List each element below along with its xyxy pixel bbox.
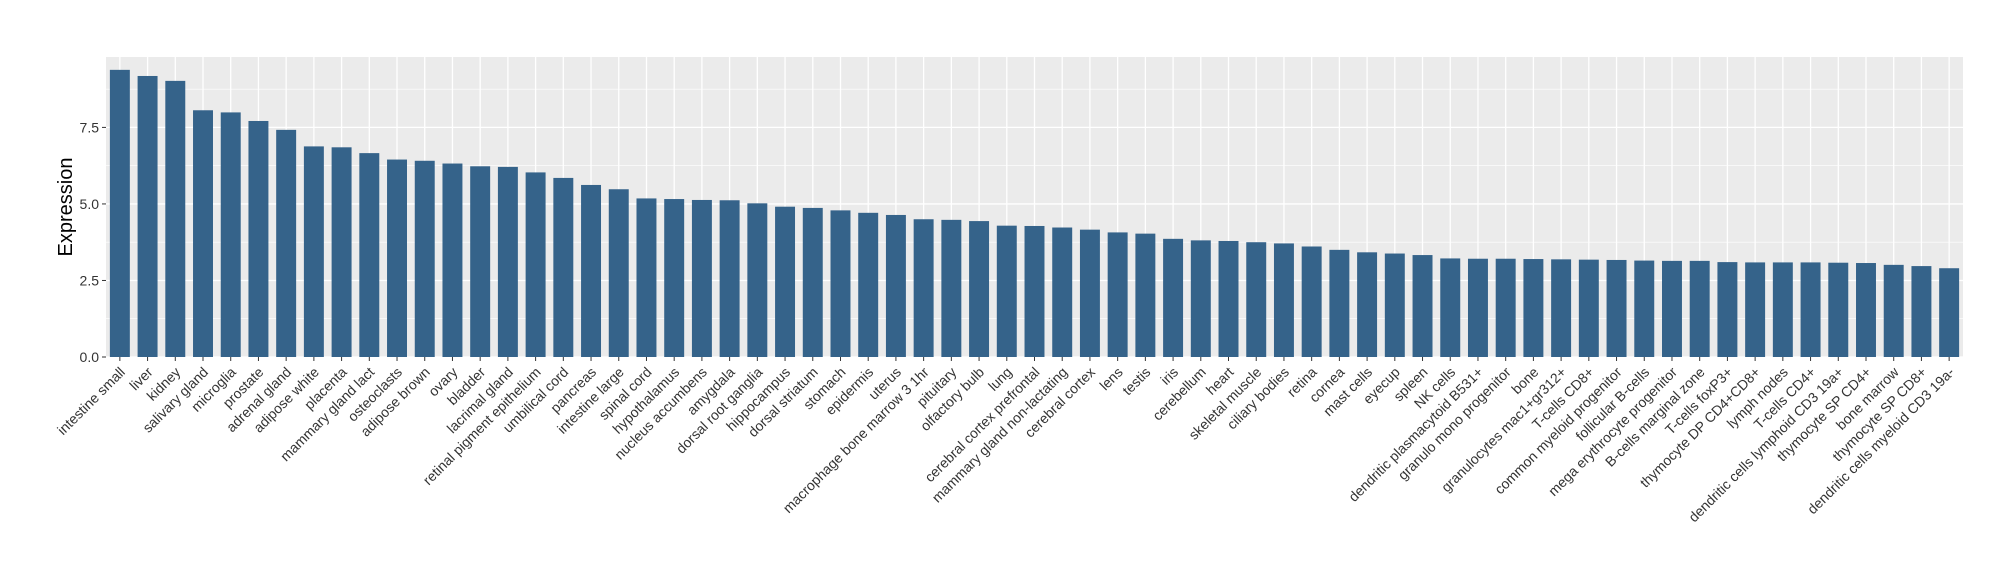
x-tick-label: intestine small	[54, 364, 128, 438]
bar	[220, 112, 241, 357]
bar	[553, 177, 574, 357]
bar	[1052, 227, 1073, 357]
bar	[1107, 232, 1128, 357]
bar	[1745, 262, 1766, 357]
bar	[1606, 259, 1627, 357]
bar	[1467, 258, 1488, 357]
bar	[969, 221, 990, 357]
bar	[442, 163, 463, 357]
bars	[109, 69, 1960, 358]
bar	[775, 206, 796, 357]
bar	[1911, 266, 1932, 357]
bar	[525, 172, 546, 357]
y-tick-label: 5.0	[80, 196, 100, 212]
bar	[941, 219, 962, 357]
bar	[137, 75, 158, 358]
bar	[1828, 262, 1849, 357]
bar	[1523, 259, 1544, 357]
bar	[1163, 238, 1184, 357]
bar	[1357, 252, 1378, 357]
bar	[414, 160, 435, 357]
bar	[1412, 255, 1433, 357]
bar	[1551, 259, 1572, 357]
y-axis-title: Expression	[55, 158, 77, 257]
bar	[1301, 246, 1322, 357]
bar	[470, 166, 491, 357]
y-tick-label: 7.5	[80, 119, 100, 135]
bar	[1329, 249, 1350, 357]
x-tick-label: cerebellum	[1149, 364, 1209, 424]
x-tick-label: testis	[1119, 364, 1153, 398]
bar	[913, 219, 934, 357]
bar	[1024, 225, 1045, 357]
bar	[1800, 262, 1821, 357]
bar	[691, 199, 712, 357]
bar	[1883, 264, 1904, 357]
bar	[1689, 260, 1710, 357]
bar	[331, 147, 352, 357]
bar	[1440, 258, 1461, 357]
bar	[1273, 243, 1294, 357]
bar	[581, 184, 602, 357]
bar	[497, 166, 518, 357]
bar	[303, 146, 324, 357]
bar	[664, 199, 685, 357]
y-axis: 0.0 2.5 5.0 7.5	[80, 119, 106, 365]
bar	[1939, 268, 1960, 357]
bar	[636, 198, 657, 357]
bar	[996, 225, 1017, 357]
bar	[1495, 258, 1516, 357]
bar	[165, 80, 186, 357]
bar	[359, 153, 380, 357]
bar	[1661, 260, 1682, 357]
bar	[1190, 240, 1211, 357]
bar	[276, 129, 297, 357]
y-tick-label: 2.5	[80, 272, 100, 288]
bar	[1717, 262, 1738, 357]
bar	[858, 212, 879, 357]
bar	[1634, 260, 1655, 357]
bar	[109, 69, 130, 357]
bar	[387, 159, 408, 357]
bar	[1772, 262, 1793, 357]
bar	[1578, 259, 1599, 357]
bar	[1079, 229, 1100, 357]
bar	[248, 120, 269, 358]
y-tick-label: 0.0	[80, 349, 100, 365]
bar	[193, 110, 213, 357]
bar	[1246, 242, 1267, 357]
bar	[802, 207, 823, 357]
bar	[608, 189, 629, 357]
bar	[1218, 240, 1239, 357]
bar	[830, 210, 851, 357]
bar	[885, 214, 906, 357]
bar	[1135, 233, 1156, 357]
bar	[719, 200, 740, 357]
bar	[1856, 263, 1876, 357]
bar	[747, 203, 768, 357]
bar	[1384, 253, 1405, 357]
